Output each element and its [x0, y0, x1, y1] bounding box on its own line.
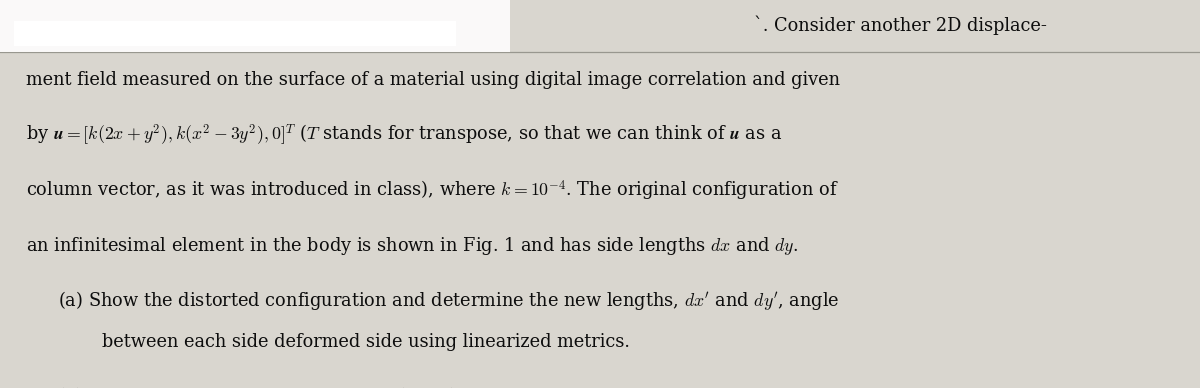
Text: column vector, as it was introduced in class), where $k = 10^{-4}$. The original: column vector, as it was introduced in c…: [26, 178, 839, 203]
Text: (a) Show the distorted configuration and determine the new lengths, $dx'$ and $d: (a) Show the distorted configuration and…: [58, 289, 839, 312]
Text: between each side deformed side using linearized metrics.: between each side deformed side using li…: [102, 333, 630, 351]
Text: an infinitesimal element in the body is shown in Fig. 1 and has side lengths $dx: an infinitesimal element in the body is …: [26, 235, 799, 256]
Text: `. Consider another 2D displace-: `. Consider another 2D displace-: [754, 16, 1046, 35]
Text: by $\boldsymbol{u} = [k(2x + y^2), k(x^2 - 3y^2), 0]^T$ ($T$ stands for transpos: by $\boldsymbol{u} = [k(2x + y^2), k(x^2…: [26, 123, 782, 148]
Text: ment field measured on the surface of a material using digital image correlation: ment field measured on the surface of a …: [26, 71, 840, 89]
